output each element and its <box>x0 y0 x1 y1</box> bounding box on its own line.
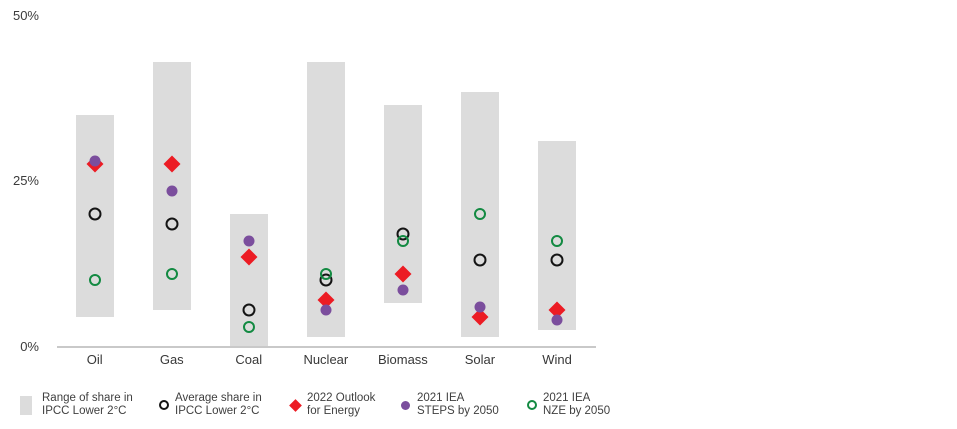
legend-label-line1: Average share in <box>175 391 262 404</box>
legend-label: 2021 IEA NZE by 2050 <box>543 392 610 419</box>
legend-label: Average share in IPCC Lower 2°C <box>175 392 262 419</box>
legend-item-range: Range of share in IPCC Lower 2°C <box>20 388 133 422</box>
steps-marker <box>397 284 409 296</box>
x-axis-label: Nuclear <box>303 352 349 367</box>
x-axis-label: Wind <box>542 352 572 367</box>
y-axis-tick-label: 0% <box>20 338 39 354</box>
legend-range-icon <box>20 395 32 415</box>
y-axis-tick-label: 25% <box>12 173 39 188</box>
legend-label-line2: IPCC Lower 2°C <box>42 405 127 417</box>
x-axis-label: Gas <box>159 352 184 367</box>
legend-label-line1: Range of share in <box>42 391 133 404</box>
steps-marker <box>166 185 178 197</box>
average-marker <box>550 253 564 267</box>
average-marker <box>242 303 256 317</box>
legend-label-line2: IPCC Lower 2°C <box>175 405 260 417</box>
x-axis-label: Coal <box>235 352 263 367</box>
legend-label: Range of share in IPCC Lower 2°C <box>42 392 133 419</box>
legend-label-line1: 2022 Outlook <box>307 391 376 404</box>
nze-marker <box>165 267 178 280</box>
legend-nze-icon <box>527 400 537 410</box>
steps-marker <box>474 301 486 313</box>
nze-marker <box>319 267 332 280</box>
x-axis-label: Biomass <box>377 352 428 367</box>
legend-item-nze: 2021 IEA NZE by 2050 <box>527 388 610 422</box>
legend-steps-icon <box>401 400 410 410</box>
nze-marker <box>551 234 563 247</box>
legend-label: 2022 Outlook for Energy <box>307 392 375 419</box>
x-axis-line <box>57 345 596 348</box>
average-marker <box>473 253 487 267</box>
legend-label-line2: NZE by 2050 <box>543 405 611 417</box>
legend-label-line1: 2021 IEA <box>543 391 591 404</box>
nze-marker <box>88 274 101 287</box>
nze-marker <box>396 234 409 247</box>
nze-marker <box>242 320 255 333</box>
average-marker <box>88 207 102 221</box>
y-axis-tick-label: 50% <box>12 7 39 23</box>
legend-item-steps: 2021 IEA STEPS by 2050 <box>401 388 499 422</box>
x-axis-label: Solar <box>464 352 496 367</box>
legend-item-average: Average share in IPCC Lower 2°C <box>159 388 262 422</box>
steps-marker <box>320 304 332 316</box>
range-bar <box>306 61 345 337</box>
legend-label: 2021 IEA STEPS by 2050 <box>417 392 499 419</box>
steps-marker <box>243 235 255 247</box>
legend-label-line1: 2021 IEA <box>417 391 465 404</box>
average-marker <box>165 217 179 231</box>
legend-item-outlook: 2022 Outlook for Energy <box>289 388 375 422</box>
legend-outlook-icon <box>289 398 302 412</box>
legend-average-icon <box>159 400 169 410</box>
steps-marker <box>551 314 563 326</box>
legend-label-line2: STEPS by 2050 <box>417 405 499 417</box>
steps-marker <box>89 155 101 167</box>
legend-label-line2: for Energy <box>307 405 361 417</box>
nze-marker <box>473 208 486 221</box>
x-axis-label: Oil <box>86 352 103 367</box>
